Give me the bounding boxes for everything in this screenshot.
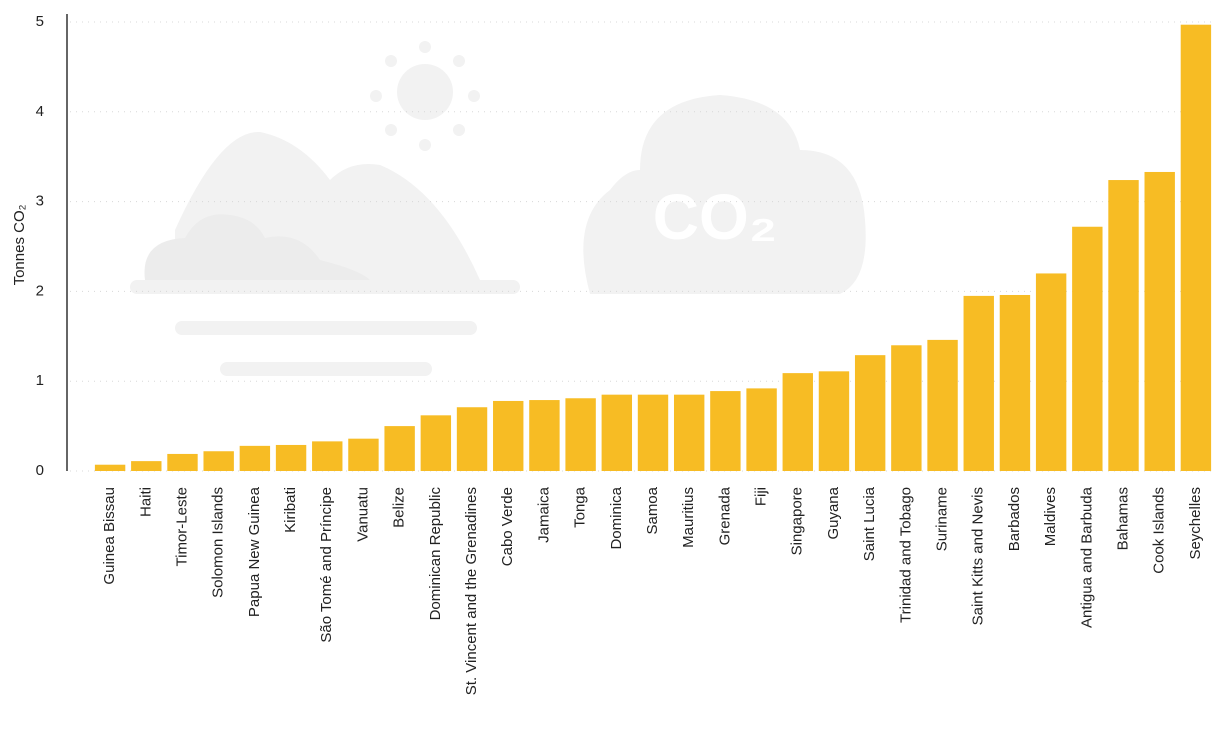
y-tick-label: 0 [36,462,44,479]
x-tick-label: Fiji [753,487,770,506]
bar [1072,226,1103,471]
x-tick-label: Papua New Guinea [246,486,263,617]
bar [891,345,922,471]
bar [601,394,633,471]
x-tick-label: Saint Kitts and Nevis [970,487,987,625]
bar [963,295,994,471]
bar [493,400,524,471]
x-tick-label: Cabo Verde [499,487,516,566]
x-tick-label: Barbados [1006,487,1023,551]
x-tick-label: Trinidad and Tobago [897,487,914,623]
x-tick-label: Samoa [644,486,661,534]
y-tick-label: 5 [36,13,44,30]
x-tick-label: Timor-Leste [173,487,190,566]
x-tick-label: Maldives [1042,487,1059,546]
bar [673,394,705,471]
x-tick-label: Guinea Bissau [101,487,118,585]
bar [710,391,741,471]
bar [927,339,958,471]
bar [167,453,198,471]
bar [854,355,886,471]
x-tick-label: São Tomé and Príncipe [318,487,335,643]
bar [420,415,452,471]
bar [637,394,669,471]
x-tick-label: Guyana [825,486,842,539]
x-tick-label: Mauritius [680,487,697,548]
y-axis-label: Tonnes CO₂ [11,204,28,285]
bar [999,294,1031,471]
x-tick-label: Haiti [137,487,154,517]
x-tick-label: Kiribati [282,487,299,533]
y-tick-label: 1 [36,372,44,389]
bar [529,400,560,471]
x-tick-label: Dominican Republic [427,487,444,621]
x-tick-label: Dominica [608,486,625,549]
bar [1180,24,1212,471]
x-tick-label: Grenada [716,486,733,545]
bar [384,426,415,471]
bar [818,371,850,471]
x-tick-label: St. Vincent and the Grenadines [463,487,480,695]
bar [131,461,162,471]
bar [203,451,234,471]
bar [239,445,271,471]
bar [565,398,596,471]
y-tick-label: 4 [36,103,44,120]
bar [1144,171,1175,471]
bar [1035,273,1067,471]
bar [275,444,307,471]
bar [456,407,488,471]
x-tick-label: Antigua and Barbuda [1078,486,1095,628]
bar [348,438,379,471]
background-illustration: CO₂ [130,41,866,376]
x-tick-label: Bahamas [1114,487,1131,550]
x-tick-label: Cook Islands [1151,487,1168,574]
x-tick-label: Suriname [934,487,951,551]
x-tick-label: Seychelles [1187,487,1204,560]
x-tick-label: Tonga [572,486,589,528]
bar [1108,180,1139,471]
bar [782,373,813,471]
y-tick-label: 3 [36,193,44,210]
bar [94,464,126,471]
bar [312,441,343,471]
x-tick-label: Vanuatu [354,487,371,542]
x-tick-label: Belize [391,487,408,528]
x-tick-label: Jamaica [535,486,552,543]
bar [746,388,777,471]
x-tick-label: Singapore [789,487,806,555]
icon-text: CO₂ [653,181,777,253]
y-tick-label: 2 [36,282,44,299]
x-tick-label: Saint Lucia [861,486,878,561]
x-tick-label: Solomon Islands [210,487,227,598]
